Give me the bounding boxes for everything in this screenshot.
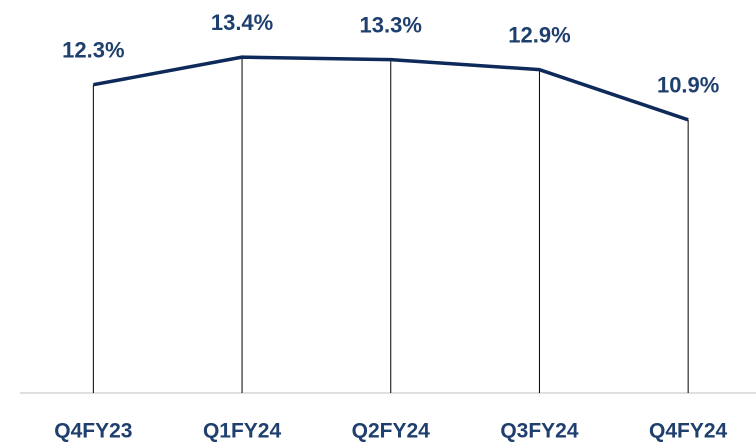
value-label: 10.9%: [657, 73, 719, 98]
value-label: 12.3%: [62, 38, 124, 63]
data-line: [93, 55, 689, 122]
x-tick-label: Q4FY23: [54, 420, 132, 443]
x-tick-label: Q2FY24: [352, 420, 431, 443]
value-label: 13.4%: [211, 10, 273, 35]
x-tick-label: Q3FY24: [500, 420, 579, 443]
x-tick-label: Q4FY24: [649, 420, 728, 443]
value-label: 13.3%: [360, 12, 422, 37]
x-tick-label: Q1FY24: [203, 420, 282, 443]
value-label: 12.9%: [508, 22, 570, 47]
